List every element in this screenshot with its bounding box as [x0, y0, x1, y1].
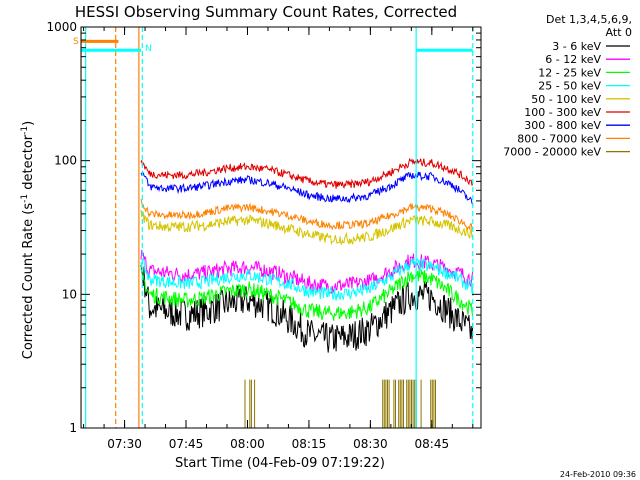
legend-label-3: 12 - 25 keV [538, 66, 601, 79]
legend-label-1: 3 - 6 keV [552, 40, 601, 53]
x-axis: 07:30 07:45 08:00 08:15 08:30 08:45 [83, 27, 474, 451]
series-line-3-6-kev [140, 265, 474, 353]
x-tick-label-6: 08:45 [415, 437, 450, 451]
x-tick-label-3: 08:00 [230, 437, 265, 451]
legend-label-8: 800 - 7000 keV [517, 132, 601, 145]
x-tick-label-1: 07:30 [107, 437, 142, 451]
series-line-100-300-kev [140, 157, 474, 189]
series-line-12-25-kev [140, 268, 474, 321]
x-tick-label-5: 08:30 [353, 437, 388, 451]
x-tick-label-2: 07:45 [169, 437, 204, 451]
series-line-50-100-kev [140, 209, 474, 246]
y-tick-label-2: 10 [62, 287, 77, 301]
marker-s: S [73, 37, 79, 47]
legend-label-2: 6 - 12 keV [545, 53, 601, 66]
legend-label-9: 7000 - 20000 keV [503, 146, 601, 159]
series-line-6-12-kev [140, 249, 474, 295]
legend-label-7: 300 - 800 keV [524, 119, 601, 132]
legend-header-line-1: Det 1,3,4,5,6,9, [546, 13, 632, 26]
legend-label-6: 100 - 300 keV [524, 106, 601, 119]
y-axis-label: Corrected Count Rate (s-1 detector-1) [20, 121, 36, 359]
series-layer [140, 157, 474, 428]
series-7000-20000-kev-spikes-1 [244, 379, 256, 428]
overlay-layer [81, 27, 474, 428]
y-tick-label-1: 1 [69, 421, 77, 435]
legend-label-5: 50 - 100 keV [531, 93, 601, 106]
series-7000-20000-kev-spikes-2 [382, 379, 436, 428]
series-line-25-50-kev [140, 257, 474, 301]
chart-title: HESSI Observing Summary Count Rates, Cor… [75, 3, 457, 21]
plot-frame [80, 26, 482, 429]
x-axis-label: Start Time (04-Feb-09 07:19:22) [175, 456, 385, 471]
series-line-300-800-kev [140, 170, 474, 206]
marker-n: N [145, 44, 152, 54]
y-tick-label-3: 100 [54, 154, 77, 168]
y-axis: 1 10 100 1000 [46, 20, 481, 435]
legend-label-4: 25 - 50 keV [538, 80, 601, 93]
series-line-800-7000-kev [140, 198, 474, 231]
timestamp: 24-Feb-2010 09:36 [560, 470, 636, 479]
y-tick-label-4: 1000 [46, 20, 77, 34]
plot-area [81, 27, 474, 428]
legend-header-line-2: Att 0 [606, 26, 632, 39]
x-tick-label-4: 08:15 [292, 437, 327, 451]
